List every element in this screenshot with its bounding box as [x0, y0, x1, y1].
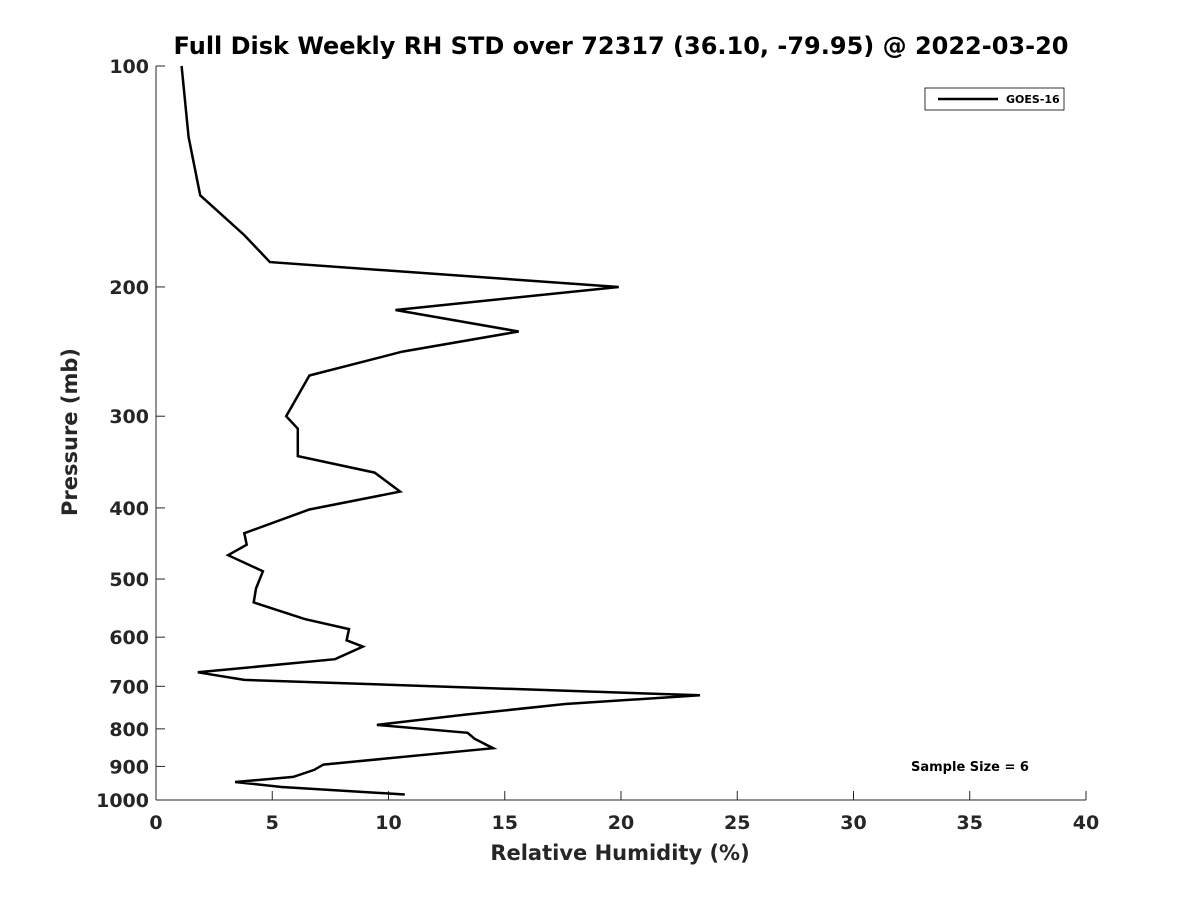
x-tick-label: 15 [492, 812, 518, 834]
x-tick-label: 40 [1073, 812, 1099, 834]
x-tick-label: 10 [375, 812, 401, 834]
y-axis-label: Pressure (mb) [58, 348, 82, 516]
sample-size-annotation: Sample Size = 6 [911, 760, 1029, 775]
y-tick-label: 200 [109, 277, 149, 299]
y-tick-label: 400 [109, 498, 149, 520]
x-tick-label: 0 [149, 812, 162, 834]
y-tick-label: 600 [109, 627, 149, 649]
plot-lines [180, 65, 701, 796]
x-tick-label: 30 [840, 812, 866, 834]
legend-entry-goes-16: GOES-16 [1006, 93, 1060, 106]
x-tick-label: 20 [608, 812, 634, 834]
x-tick-label: 25 [724, 812, 750, 834]
y-tick-label: 800 [109, 719, 149, 741]
y-tick-label: 500 [109, 569, 149, 591]
series-line-goes-16 [180, 65, 701, 796]
x-tick-label: 5 [266, 812, 279, 834]
chart-title: Full Disk Weekly RH STD over 72317 (36.1… [174, 32, 1069, 60]
y-tick-label: 900 [109, 756, 149, 778]
x-axis-label: Relative Humidity (%) [490, 841, 749, 865]
axes: 0 5 10 15 20 25 30 35 40 100 200 300 400 500 600 700 800… [96, 56, 1099, 834]
x-tick-label: 35 [957, 812, 983, 834]
legend: GOES-16 [924, 87, 1065, 111]
y-tick-label: 100 [109, 56, 149, 78]
y-tick-label: 700 [109, 676, 149, 698]
y-tick-label: 1000 [96, 790, 149, 812]
y-tick-label: 300 [109, 406, 149, 428]
